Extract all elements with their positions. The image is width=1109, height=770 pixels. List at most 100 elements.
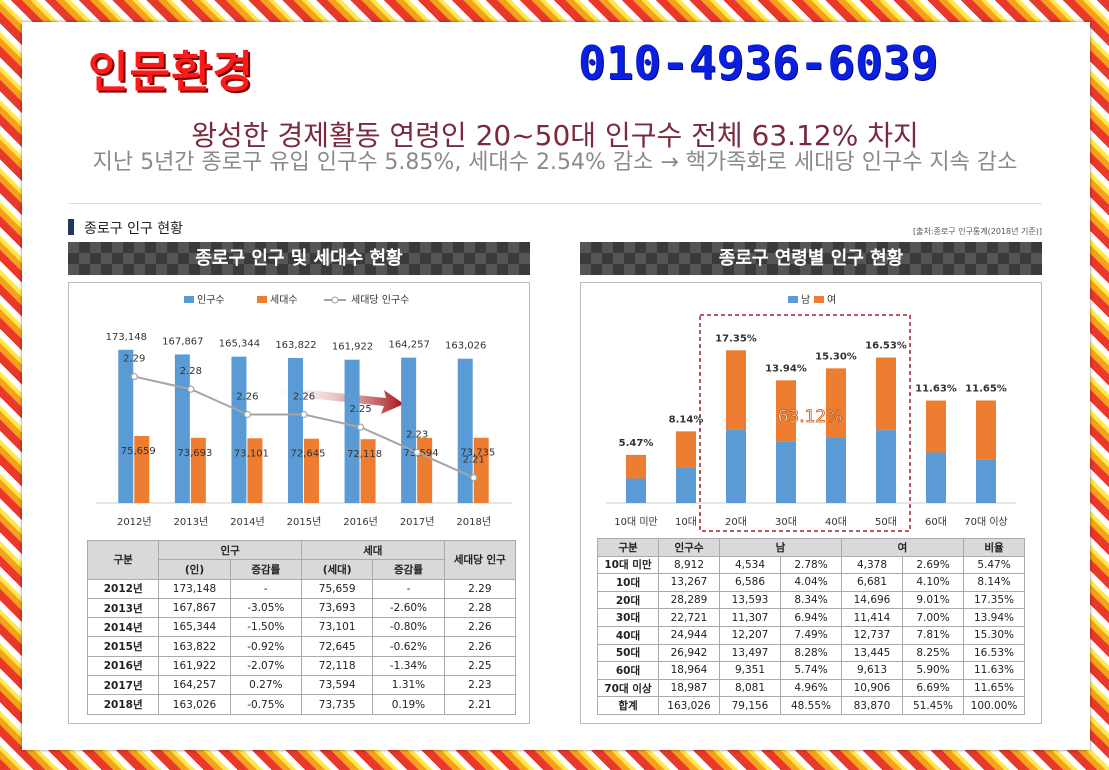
table-cell: 164,257 <box>158 675 231 696</box>
table-cell: 18,987 <box>658 678 720 698</box>
phone: 010-4936-6039 <box>578 36 939 90</box>
data-label: 2.26 <box>236 392 258 403</box>
table-cell: 75,659 <box>300 578 374 599</box>
table-cell: 13,497 <box>719 643 781 663</box>
total-label: 13.94% <box>765 363 807 374</box>
table-cell: 26,942 <box>658 643 720 663</box>
table-cell: 15.30% <box>963 625 1025 645</box>
table-cell: 6.69% <box>902 678 964 698</box>
table-cell: 합계 <box>597 696 659 715</box>
table-cell: 10,906 <box>841 678 903 698</box>
highlight-box <box>699 314 911 532</box>
header-cell: (세대) <box>300 559 374 580</box>
total-label: 11.65% <box>965 383 1007 394</box>
table-cell: 5.74% <box>780 661 842 680</box>
bar <box>231 356 247 503</box>
chart: 인구수 세대수 세대당 인구수 173,148 167,867 165,344 163,82… <box>96 294 512 528</box>
header-cell: 세대 <box>300 539 445 561</box>
table-cell: 10대 미만 <box>597 555 659 575</box>
total-label: 15.30% <box>815 351 857 362</box>
table-cell: 5.90% <box>902 661 964 680</box>
table-cell: -0.80% <box>372 617 445 638</box>
table-cell: 2013년 <box>86 597 160 619</box>
table-cell: 2.28 <box>443 597 517 619</box>
table-cell: 13.94% <box>963 608 1025 627</box>
line-point <box>130 372 138 381</box>
bar <box>344 359 360 503</box>
x-tick-label: 2013년 <box>174 516 209 528</box>
table-cell: 8.25% <box>902 643 964 663</box>
table-cell: -2.07% <box>229 655 302 677</box>
title: 왕성한 경제활동 연령인 20~50대 인구수 전체 63.12% 차지 <box>191 119 919 152</box>
bar-segment <box>726 350 746 430</box>
table-cell: -2.60% <box>372 597 445 619</box>
table-cell: 13,593 <box>719 590 781 610</box>
x-tick-label: 2016년 <box>343 516 378 528</box>
table-cell: 18,964 <box>658 661 720 680</box>
legend-label: 세대수 <box>270 294 298 306</box>
table: 구분 인구수 남 여 비율 10대 미만 8,912 4,534 2.78% 4,378 2.69%… <box>597 538 1025 715</box>
table-cell: 8.14% <box>963 573 1025 592</box>
data-label: 165,344 <box>219 339 260 350</box>
annotation: 63.12% <box>778 407 843 427</box>
bar-segment <box>776 380 796 442</box>
data-label: 2.23 <box>406 429 428 440</box>
table-cell: 13,267 <box>658 573 720 592</box>
subtitle: 지난 5년간 종로구 유입 인구수 5.85%, 세대수 2.54% 감소 → … <box>92 150 1018 175</box>
table-cell: 8,912 <box>658 555 720 575</box>
bar-segment <box>626 454 646 479</box>
bar-segment <box>976 459 996 503</box>
table-cell: -0.75% <box>229 694 302 715</box>
table-cell: -0.92% <box>229 636 302 657</box>
table-cell: 2015년 <box>86 636 160 657</box>
x-tick-label: 2017년 <box>400 516 435 528</box>
table-cell: 51.45% <box>902 696 964 715</box>
bar <box>174 354 190 503</box>
table-cell: 22,721 <box>658 608 720 627</box>
x-tick-label: 60대 <box>925 516 947 528</box>
table-row: 70대 이상 18,987 8,081 4.96% 10,906 6.69% 11.65% <box>597 678 1025 698</box>
table-cell: - <box>372 578 445 599</box>
data-label: 73,101 <box>234 448 269 459</box>
data-label: 164,257 <box>388 340 429 351</box>
table-cell: 4.04% <box>780 573 842 592</box>
table-row: 10대 13,267 6,586 4.04% 6,681 4.10% 8.14% <box>597 573 1025 592</box>
legend-label: 남 <box>801 294 810 306</box>
table-cell: 2.25 <box>443 655 517 677</box>
bar <box>118 349 134 503</box>
table-row: 2015년 163,822 -0.92% 72,645 -0.62% 2.26 <box>86 636 517 657</box>
section-marker <box>68 219 74 235</box>
table-cell: 4.10% <box>902 573 964 592</box>
table-row: 50대 26,942 13,497 8.28% 13,445 8.25% 16.53% <box>597 643 1025 663</box>
x-tick-label: 2012년 <box>117 516 152 528</box>
header-cell: 남 <box>719 538 842 557</box>
total-label: 16.53% <box>865 341 907 352</box>
line-point <box>470 474 478 482</box>
table-cell: 2.78% <box>780 555 842 575</box>
total-label: 8.14% <box>669 414 704 425</box>
header-cell: 구분 <box>597 538 659 557</box>
x-tick-label: 2015년 <box>287 516 322 528</box>
table-cell: 161,922 <box>158 655 231 677</box>
table-cell: 10대 <box>597 573 659 592</box>
x-tick-label: 30대 <box>775 516 797 528</box>
bar-segment <box>876 430 896 503</box>
table-cell: 0.27% <box>229 675 302 696</box>
legend-swatch <box>814 296 824 303</box>
table-cell: 11,307 <box>719 608 781 627</box>
panel-title: 종로구 연령별 인구 현황 <box>580 242 1042 275</box>
table-cell: 8,081 <box>719 678 781 698</box>
bar-segment <box>776 441 796 503</box>
header-cell: 증감률 <box>372 559 445 580</box>
bar-segment <box>976 400 996 460</box>
bar-segment <box>676 431 696 468</box>
table-cell: - <box>229 578 302 599</box>
table-cell: 60대 <box>597 661 659 680</box>
bar <box>134 436 150 503</box>
table-cell: 2.26 <box>443 617 517 638</box>
table: 구분 인구 세대 세대당 인구 (인) 증감률 (세대) 증감률 2012년 173,148-75… <box>86 539 517 715</box>
table-row: 2014년 165,344 -1.50% 73,101 -0.80% 2.26 <box>86 617 517 638</box>
table-cell: 11.65% <box>963 678 1025 698</box>
legend-label: 세대당 인구수 <box>351 294 409 306</box>
table-row: 10대 미만 8,912 4,534 2.78% 4,378 2.69% 5.47% <box>597 555 1025 575</box>
